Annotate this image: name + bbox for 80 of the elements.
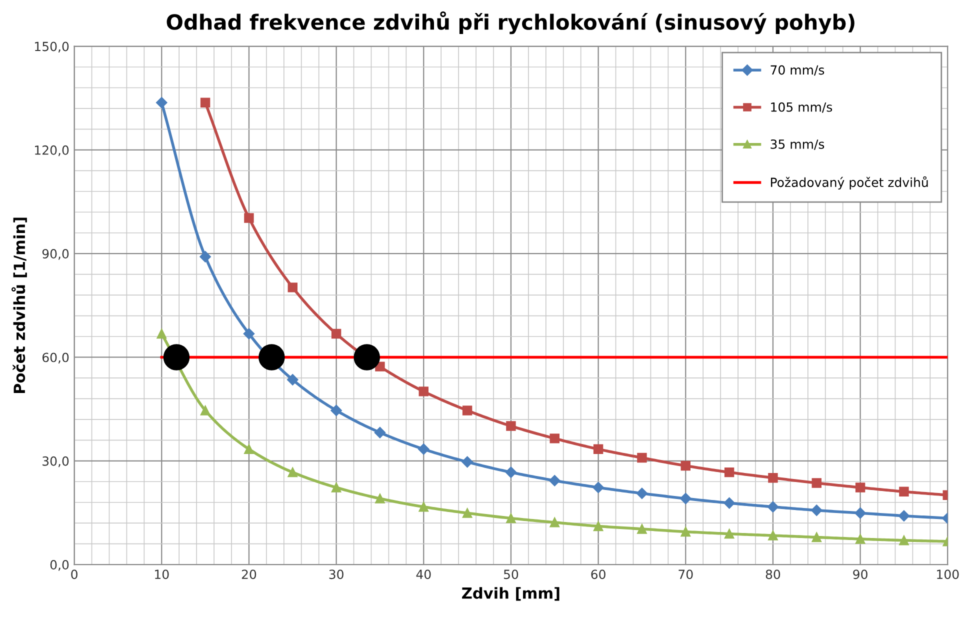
point <box>812 478 822 488</box>
point <box>288 467 298 478</box>
point <box>898 510 910 522</box>
point <box>418 502 428 512</box>
x-tick-label: 0 <box>71 570 78 580</box>
x-tick-label: 100 <box>937 570 959 580</box>
point <box>506 421 516 431</box>
point <box>680 492 692 504</box>
point <box>163 344 190 370</box>
point <box>200 98 210 108</box>
point <box>724 467 734 478</box>
chart-title: Odhad frekvence zdvihů při rychlokování (sinusový pohyb) <box>166 11 854 34</box>
point <box>680 460 690 471</box>
x-tick-label: 90 <box>853 570 868 580</box>
point <box>724 528 734 539</box>
point <box>330 404 342 416</box>
point <box>200 251 211 262</box>
y-tick-label: 60,0 <box>42 352 69 364</box>
point <box>331 328 342 339</box>
point <box>156 96 168 108</box>
x-axis-title: Zdvih [mm] <box>462 587 560 601</box>
point <box>637 524 647 534</box>
point <box>374 426 386 438</box>
point <box>462 508 472 518</box>
point <box>637 452 647 463</box>
y-tick-label: 120,0 <box>35 145 69 156</box>
point <box>593 521 604 532</box>
point <box>243 328 255 340</box>
point <box>244 444 254 454</box>
point <box>354 344 380 370</box>
point <box>812 532 822 542</box>
point <box>505 466 517 478</box>
point <box>462 456 473 468</box>
point <box>899 536 909 546</box>
point <box>550 434 560 444</box>
point <box>549 474 560 486</box>
y-tick-label: 30,0 <box>42 456 69 468</box>
point <box>258 344 285 370</box>
y-tick-label: 0,0 <box>50 560 69 571</box>
point <box>375 494 385 504</box>
point <box>854 507 866 519</box>
point <box>592 482 604 494</box>
x-tick-label: 30 <box>329 570 344 580</box>
x-tick-label: 10 <box>155 570 169 580</box>
legend-label: 70 mm/s <box>770 65 824 76</box>
y-axis-title: Počet zdvihů [1/min] <box>12 218 27 394</box>
point <box>680 526 690 537</box>
point <box>462 406 472 416</box>
x-tick-label: 40 <box>416 570 431 580</box>
x-tick-label: 70 <box>678 570 693 580</box>
point <box>636 488 648 499</box>
x-tick-label: 80 <box>766 570 780 580</box>
point <box>287 374 298 386</box>
point <box>418 444 430 455</box>
x-tick-label: 20 <box>242 570 256 580</box>
point <box>550 518 560 528</box>
point <box>899 486 909 497</box>
point <box>855 534 866 544</box>
y-tick-label: 90,0 <box>42 249 69 260</box>
legend-label: 105 mm/s <box>771 102 832 113</box>
y-tick-label: 150,0 <box>35 42 69 52</box>
point <box>855 482 866 492</box>
x-tick-label: 60 <box>591 570 606 580</box>
point <box>288 282 298 292</box>
point <box>768 530 778 540</box>
point <box>156 328 166 339</box>
point <box>506 513 516 524</box>
point <box>724 497 735 509</box>
legend-label: 35 mm/s <box>770 139 824 150</box>
point <box>200 406 210 416</box>
point <box>593 444 604 454</box>
legend-label: Požadovaný počet zdvihů <box>770 176 928 190</box>
point <box>331 482 342 492</box>
point <box>767 501 779 512</box>
point <box>768 472 778 483</box>
point <box>418 386 428 396</box>
x-tick-label: 50 <box>504 570 518 580</box>
point <box>244 213 254 223</box>
point <box>375 362 385 372</box>
point <box>811 504 822 516</box>
